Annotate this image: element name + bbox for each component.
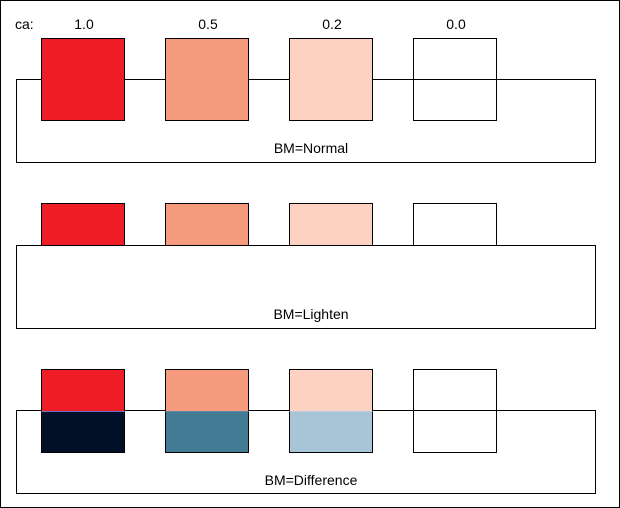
lighten-square-2 xyxy=(165,203,249,246)
difference-square-4 xyxy=(413,369,497,453)
difference-mode-label: BM=Difference xyxy=(264,472,358,488)
lighten-mode-label: BM=Lighten xyxy=(273,306,349,322)
difference-square-1-top xyxy=(41,369,125,412)
alpha-label-4: 0.0 xyxy=(446,16,466,32)
difference-square-3-overlap xyxy=(289,411,373,453)
difference-square-2-top xyxy=(165,369,249,412)
alpha-label-3: 0.2 xyxy=(322,16,342,32)
normal-mode-label: BM=Normal xyxy=(273,140,349,156)
normal-square-2 xyxy=(165,38,249,121)
alpha-label-1: 1.0 xyxy=(74,16,94,32)
lighten-square-3 xyxy=(289,203,373,246)
lighten-backdrop-band xyxy=(16,245,596,329)
ca-label: ca: xyxy=(15,16,34,32)
difference-square-3-top xyxy=(289,369,373,412)
difference-square-2-overlap xyxy=(165,411,249,453)
normal-square-3 xyxy=(289,38,373,121)
alpha-label-2: 0.5 xyxy=(198,16,218,32)
normal-square-4 xyxy=(413,38,497,121)
difference-square-1-overlap xyxy=(41,411,125,453)
lighten-square-1 xyxy=(41,203,125,246)
normal-square-1 xyxy=(41,38,125,121)
lighten-square-4 xyxy=(413,203,497,246)
